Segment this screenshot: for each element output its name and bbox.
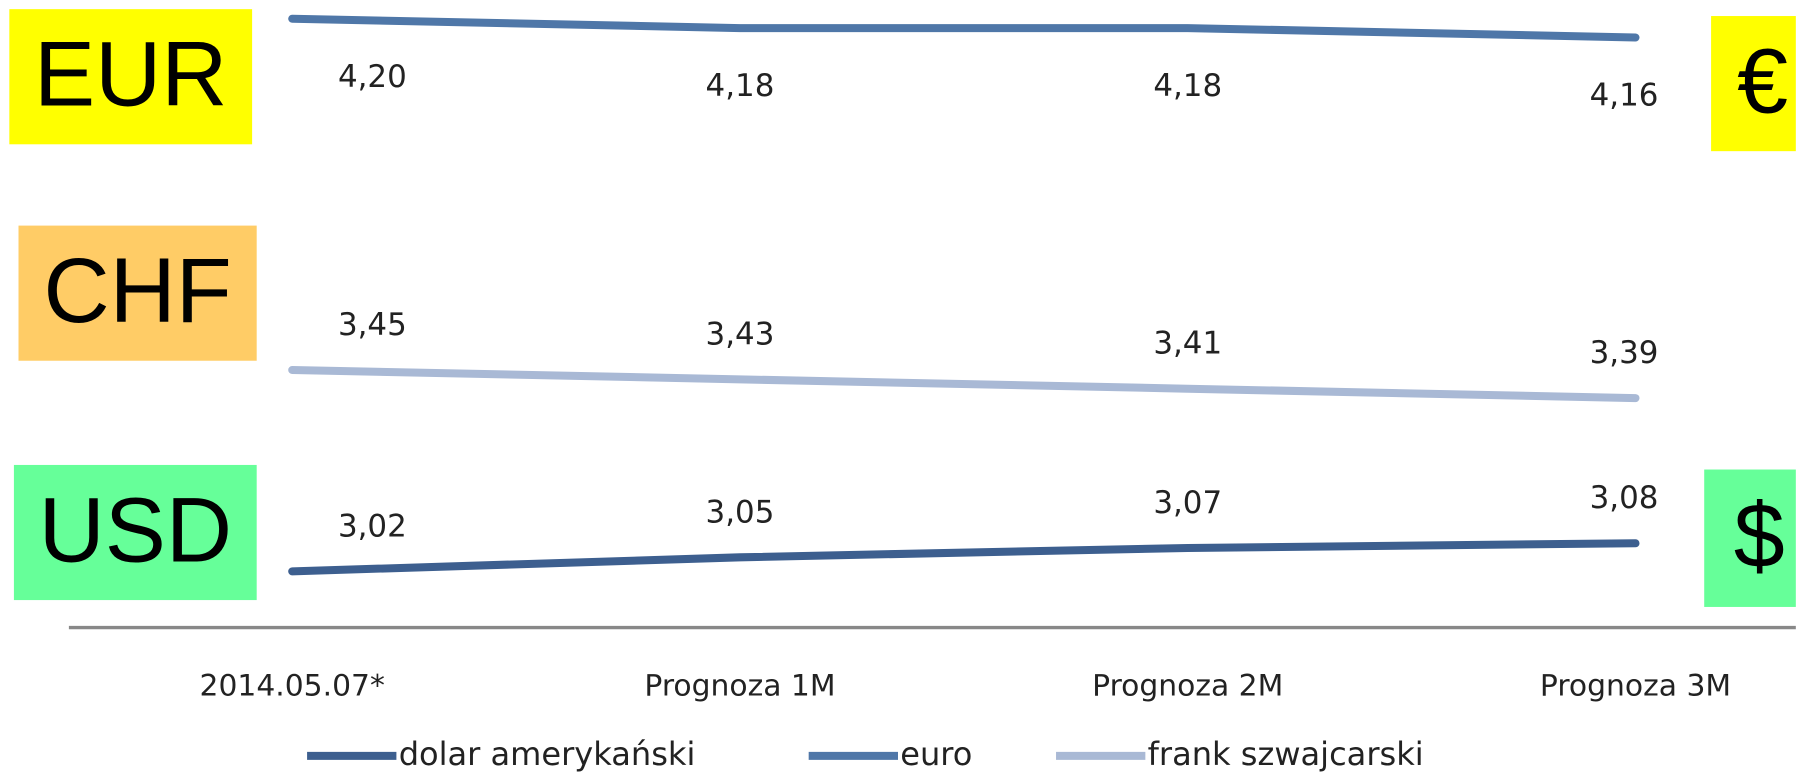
value-label: 3,45 (338, 307, 407, 343)
value-label: 4,18 (706, 68, 775, 104)
x-tick-label: Prognoza 1M (644, 669, 835, 704)
currency-label: € (1737, 30, 1788, 132)
series-line (288, 14, 1640, 42)
value-label: 4,20 (338, 59, 407, 95)
currency-label: USD (39, 479, 232, 581)
label-box (9, 9, 253, 145)
series-line (288, 539, 1640, 576)
label-box (1704, 469, 1796, 607)
series-line (288, 365, 1640, 403)
value-label: 3,43 (706, 316, 775, 352)
x-tick-label: Prognoza 3M (1540, 669, 1731, 704)
currency-label: EUR (34, 24, 227, 126)
value-label: 3,07 (1153, 485, 1222, 521)
x-tick-label: Prognoza 2M (1092, 669, 1283, 704)
value-label: 3,41 (1153, 326, 1222, 362)
value-label: 3,39 (1590, 335, 1659, 371)
value-label: 3,08 (1590, 480, 1659, 516)
legend-label: dolar amerykański (399, 735, 696, 773)
value-label: 4,16 (1590, 78, 1659, 114)
x-tick-label: 2014.05.07* (200, 669, 385, 704)
currency-label: $ (1734, 485, 1785, 587)
value-label: 3,02 (338, 508, 407, 544)
label-box (13, 464, 257, 601)
legend-label: frank szwajcarski (1148, 735, 1424, 773)
label-box (1711, 16, 1796, 152)
value-label: 4,18 (1153, 68, 1222, 104)
legend-label: euro (900, 735, 972, 773)
label-box (18, 225, 257, 361)
value-label: 3,05 (706, 494, 775, 530)
currency-label: CHF (43, 240, 231, 342)
